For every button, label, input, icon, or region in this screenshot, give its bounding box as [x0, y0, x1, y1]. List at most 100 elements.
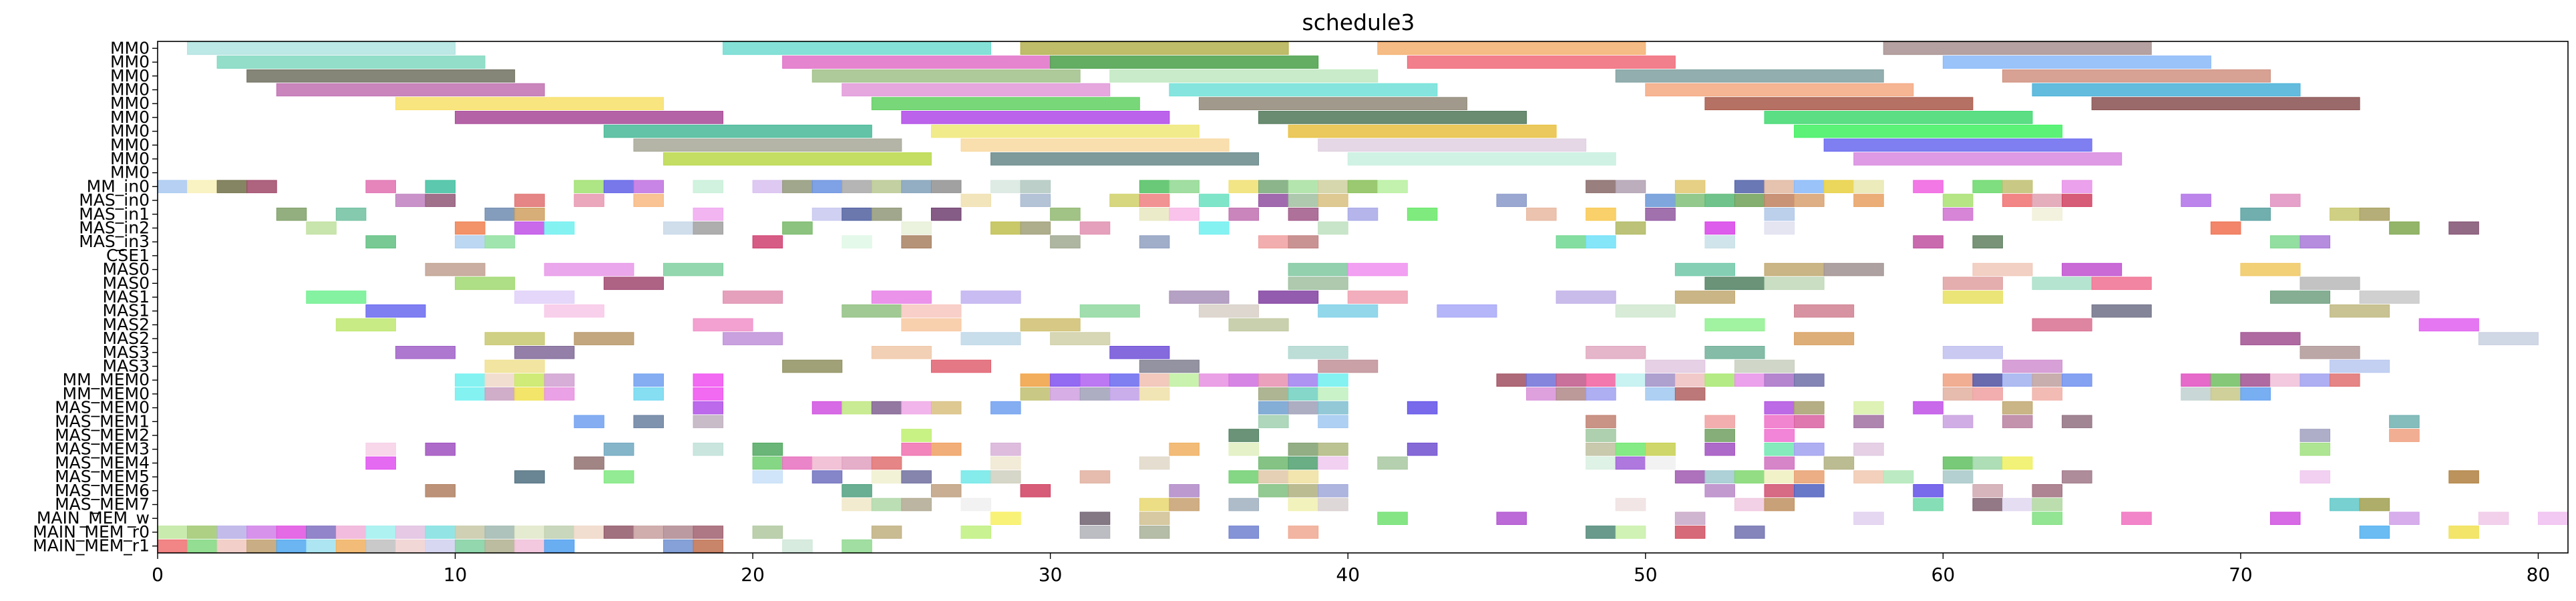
task-bar — [1942, 345, 2003, 359]
task-bar — [2240, 207, 2271, 221]
row-label: MM0 — [110, 66, 150, 85]
row-label: MM0 — [110, 122, 150, 141]
task-bar — [1942, 373, 1974, 387]
task-bar — [960, 526, 992, 539]
task-bar — [1109, 373, 1140, 387]
task-bar — [1139, 359, 1200, 373]
task-bar — [693, 526, 724, 539]
task-bar — [752, 235, 783, 249]
task-bar — [1674, 526, 1706, 539]
task-bar — [1288, 180, 1319, 194]
task-bar — [216, 55, 486, 69]
task-bar — [2299, 373, 2331, 387]
task-bar — [395, 345, 456, 359]
task-bar — [1288, 401, 1319, 415]
task-bar — [990, 221, 1021, 235]
task-bar — [365, 235, 396, 249]
task-bar — [1139, 373, 1170, 387]
task-bar — [603, 276, 664, 290]
task-bar — [157, 539, 188, 553]
task-bar — [1407, 442, 1438, 456]
task-bar — [633, 373, 664, 387]
task-bar — [425, 180, 456, 194]
task-bar — [1734, 180, 1765, 194]
row-label: MAS_MEM4 — [55, 453, 150, 472]
task-bar — [2330, 207, 2360, 221]
task-bar — [990, 152, 1260, 166]
task-bar — [276, 526, 307, 539]
task-bar — [425, 539, 456, 553]
task-bar — [2389, 221, 2420, 235]
task-bar — [1228, 497, 1260, 512]
task-bar — [2299, 235, 2331, 249]
x-tick-label: 10 — [443, 564, 468, 586]
task-bar — [365, 539, 396, 553]
task-bar — [693, 442, 724, 456]
task-bar — [1942, 276, 2003, 290]
task-bar — [901, 111, 1170, 124]
task-bar — [1704, 484, 1735, 497]
task-bar — [484, 539, 516, 553]
task-bar — [306, 290, 367, 304]
task-bar — [365, 304, 426, 318]
task-bar — [157, 526, 188, 539]
task-bar — [2002, 415, 2033, 429]
row-label: MAS_MEM2 — [55, 425, 150, 445]
task-bar — [484, 235, 516, 249]
task-bar — [901, 318, 962, 332]
task-bar — [1794, 415, 1825, 429]
task-bar — [1139, 180, 1170, 194]
task-bar — [1020, 180, 1051, 194]
task-bar — [2062, 262, 2123, 276]
task-bar — [633, 194, 664, 207]
row-label: MAS0 — [103, 273, 150, 292]
task-bar — [306, 539, 337, 553]
task-bar — [842, 180, 872, 194]
task-bar — [1139, 512, 1170, 526]
task-bar — [901, 304, 962, 318]
task-bar — [2269, 235, 2301, 249]
task-bar — [2062, 373, 2092, 387]
task-bar — [1258, 456, 1289, 470]
task-bar — [1794, 373, 1825, 387]
task-bar — [2210, 221, 2241, 235]
task-bar — [1586, 235, 1616, 249]
task-bar — [2002, 401, 2033, 415]
task-bar — [1228, 318, 1289, 332]
task-bar — [633, 415, 664, 429]
task-bar — [1020, 484, 1051, 497]
task-bar — [693, 221, 724, 235]
task-bar — [1020, 41, 1289, 55]
row-label: MAS_in1 — [79, 204, 150, 224]
task-bar — [1734, 526, 1765, 539]
task-bar — [514, 373, 545, 387]
task-bar — [335, 539, 367, 553]
task-bar — [1555, 387, 1587, 401]
task-bar — [782, 539, 813, 553]
task-bar — [871, 456, 902, 470]
task-bar — [2032, 373, 2063, 387]
task-bar — [1258, 180, 1289, 194]
task-bar — [930, 180, 962, 194]
task-bar — [425, 194, 456, 207]
task-bar — [1972, 262, 2033, 276]
task-bar — [544, 539, 575, 553]
task-bar — [1734, 373, 1765, 387]
row-label: MAS_MEM7 — [55, 495, 150, 514]
task-bar — [455, 373, 486, 387]
task-bar — [1288, 235, 1319, 249]
x-tick-label: 80 — [2527, 564, 2551, 586]
task-bar — [1913, 401, 1944, 415]
task-bar — [1258, 290, 1319, 304]
row-label: MM0 — [110, 149, 150, 168]
task-bar — [693, 180, 724, 194]
task-bar — [1674, 194, 1706, 207]
task-bar — [1109, 387, 1140, 401]
task-bar — [1645, 194, 1676, 207]
task-bar — [842, 539, 872, 553]
task-bar — [1139, 526, 1170, 539]
row-label: MM_MEM0 — [63, 370, 150, 389]
task-bar — [2032, 276, 2092, 290]
task-bar — [1764, 221, 1795, 235]
task-bar — [1407, 207, 1438, 221]
